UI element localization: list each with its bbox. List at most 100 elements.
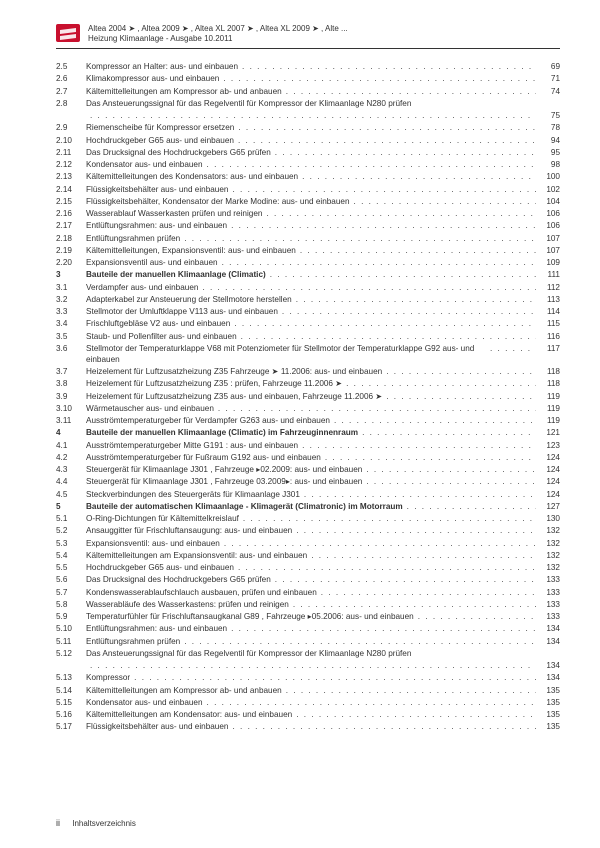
header-text: Altea 2004 ➤ , Altea 2009 ➤ , Altea XL 2… <box>88 24 348 44</box>
toc-leader: . . . . . . . . . . . . . . . . . . . . … <box>232 721 536 732</box>
toc-leader: . . . . . . . . . . . . . . . . . . . . … <box>275 574 536 585</box>
toc-title: Stellmotor der Umluftklappe V113 aus- un… <box>86 306 278 317</box>
toc-number: 2.18 <box>56 233 86 244</box>
toc-number: 5.6 <box>56 574 86 585</box>
toc-number: 5.8 <box>56 599 86 610</box>
toc-row: 3Bauteile der manuellen Klimaanlage (Cli… <box>56 269 560 280</box>
toc-row: 2.20Expansionsventil aus- und einbauen. … <box>56 257 560 268</box>
toc-row: . . . . . . . . . . . . . . . . . . . . … <box>56 110 560 121</box>
toc-row: 3.11Ausströmtemperaturgeber für Verdampf… <box>56 415 560 426</box>
toc-page: 133 <box>540 599 560 610</box>
toc-number: 5.1 <box>56 513 86 524</box>
toc-title: Ausströmtemperaturgeber Mitte G191 : aus… <box>86 440 298 451</box>
toc-title: Kondensator aus- und einbauen <box>86 159 203 170</box>
toc-page: 98 <box>540 159 560 170</box>
toc-leader: . . . . . . . . . . . . . . . . . . . . … <box>302 440 536 451</box>
document-header: Altea 2004 ➤ , Altea 2009 ➤ , Altea XL 2… <box>56 24 560 49</box>
toc-row: 3.1Verdampfer aus- und einbauen. . . . .… <box>56 282 560 293</box>
toc-page: 118 <box>540 378 560 389</box>
toc-page: 133 <box>540 574 560 585</box>
toc-page: 78 <box>540 122 560 133</box>
toc-row: 2.10Hochdruckgeber G65 aus- und einbauen… <box>56 135 560 146</box>
toc-title: Flüssigkeitsbehälter aus- und einbauen <box>86 721 228 732</box>
toc-number: 3.9 <box>56 391 86 402</box>
toc-leader: . . . . . . . . . . . . . . . . . . . . … <box>386 366 536 377</box>
toc-leader: . . . . . . . . . . . . . . . . . . . . … <box>362 427 536 438</box>
toc-title: Expansionsventil aus- und einbauen <box>86 257 218 268</box>
toc-number: 3.7 <box>56 366 86 377</box>
toc-row: 3.4Frischluftgebläse V2 aus- und einbaue… <box>56 318 560 329</box>
toc-number: 5.9 <box>56 611 86 622</box>
toc-number: 5 <box>56 501 86 512</box>
toc-page: 132 <box>540 538 560 549</box>
toc-leader: . . . . . . . . . . . . . . . . . . . . … <box>242 61 536 72</box>
toc-title: Frischluftgebläse V2 aus- und einbauen <box>86 318 230 329</box>
toc-title: Riemenscheibe für Kompressor ersetzen <box>86 122 234 133</box>
toc-row: 5.10Entlüftungsrahmen: aus- und einbauen… <box>56 623 560 634</box>
toc-leader: . . . . . . . . . . . . . . . . . . . . … <box>231 623 536 634</box>
toc-number: 2.12 <box>56 159 86 170</box>
toc-leader: . . . . . . . . . . . . . . . . . . . . … <box>218 403 536 414</box>
toc-page: 133 <box>540 587 560 598</box>
toc-number: 2.10 <box>56 135 86 146</box>
toc-number: 3.11 <box>56 415 86 426</box>
toc-row: 2.7Kältemittelleitungen am Kompressor ab… <box>56 86 560 97</box>
toc-leader: . . . . . . . . . . . . . . . . . . . . … <box>354 196 536 207</box>
toc-page: 119 <box>540 391 560 402</box>
toc-leader: . . . . . . . . . . . . . . . . . . . . … <box>311 550 536 561</box>
toc-leader: . . . . . . . . . . . . . . . . . . . . … <box>296 709 536 720</box>
toc-row: 5.15Kondensator aus- und einbauen. . . .… <box>56 697 560 708</box>
toc-row: 4.3Steuergerät für Klimaanlage J301 , Fa… <box>56 464 560 475</box>
toc-page: 124 <box>540 464 560 475</box>
toc-row: 5.6Das Drucksignal des Hochdruckgebers G… <box>56 574 560 585</box>
toc-page: 113 <box>540 294 560 305</box>
toc-page: 135 <box>540 697 560 708</box>
toc-row: 5.11Entlüftungsrahmen prüfen. . . . . . … <box>56 636 560 647</box>
toc-leader: . . . . . . . . . . . . . . . . . . . . … <box>407 501 536 512</box>
toc-page: 132 <box>540 562 560 573</box>
toc-page: 123 <box>540 440 560 451</box>
toc-leader: . . . . . . . . . . . . . . . . . . . . … <box>90 110 536 121</box>
toc-title: Hochdruckgeber G65 aus- und einbauen <box>86 562 234 573</box>
toc-title: Kältemittelleitungen am Kompressor ab- u… <box>86 685 282 696</box>
toc-row: 2.13Kältemittelleitungen des Kondensator… <box>56 171 560 182</box>
toc-page: 130 <box>540 513 560 524</box>
toc-title: Kondenswasserablaufschlauch ausbauen, pr… <box>86 587 317 598</box>
toc-number: 5.11 <box>56 636 86 647</box>
toc-number: 2.8 <box>56 98 86 109</box>
toc-page: 69 <box>540 61 560 72</box>
toc-row: 4Bauteile der manuellen Klimaanlage (Cli… <box>56 427 560 438</box>
toc-leader: . . . . . . . . . . . . . . . . . . . . … <box>223 73 536 84</box>
toc-title: Steckverbindungen des Steuergeräts für K… <box>86 489 300 500</box>
toc-leader: . . . . . . . . . . . . . . . . . . . . … <box>293 599 536 610</box>
toc-title: Heizelement für Luftzusatzheizung Z35 Fa… <box>86 366 382 377</box>
toc-page: 135 <box>540 709 560 720</box>
toc-page: 135 <box>540 685 560 696</box>
toc-page: 106 <box>540 220 560 231</box>
footer-pagenum: ii <box>56 818 60 828</box>
toc-row: . . . . . . . . . . . . . . . . . . . . … <box>56 660 560 671</box>
toc-row: 3.2Adapterkabel zur Ansteuerung der Stel… <box>56 294 560 305</box>
toc-page: 100 <box>540 171 560 182</box>
toc-number: 4 <box>56 427 86 438</box>
toc-title: Kältemittelleitungen am Kompressor ab- u… <box>86 86 282 97</box>
toc-page: 119 <box>540 415 560 426</box>
toc-title: Ansauggitter für Frischluftansaugung: au… <box>86 525 292 536</box>
toc-row: 5.13Kompressor. . . . . . . . . . . . . … <box>56 672 560 683</box>
toc-number: 5.14 <box>56 685 86 696</box>
toc-title: Steuergerät für Klimaanlage J301 , Fahrz… <box>86 464 362 475</box>
toc-page: 74 <box>540 86 560 97</box>
toc-number: 2.9 <box>56 122 86 133</box>
toc-number: 5.16 <box>56 709 86 720</box>
toc-row: 2.8Das Ansteuerungssignal für das Regelv… <box>56 98 560 109</box>
toc-number: 4.3 <box>56 464 86 475</box>
seat-logo-icon <box>56 24 80 42</box>
toc-title: Entlüftungsrahmen: aus- und einbauen <box>86 220 227 231</box>
toc-title: Kältemittelleitungen am Kondensator: aus… <box>86 709 292 720</box>
toc-title: Kompressor <box>86 672 130 683</box>
toc-leader: . . . . . . . . . . . . . . . . . . . . … <box>296 525 536 536</box>
toc-leader: . . . . . . . . . . . . . . . . . . . . … <box>366 476 536 487</box>
toc-row: 3.6Stellmotor der Temperaturklappe V68 m… <box>56 343 560 365</box>
toc-row: 4.4Steuergerät für Klimaanlage J301 , Fa… <box>56 476 560 487</box>
toc-number: 2.14 <box>56 184 86 195</box>
